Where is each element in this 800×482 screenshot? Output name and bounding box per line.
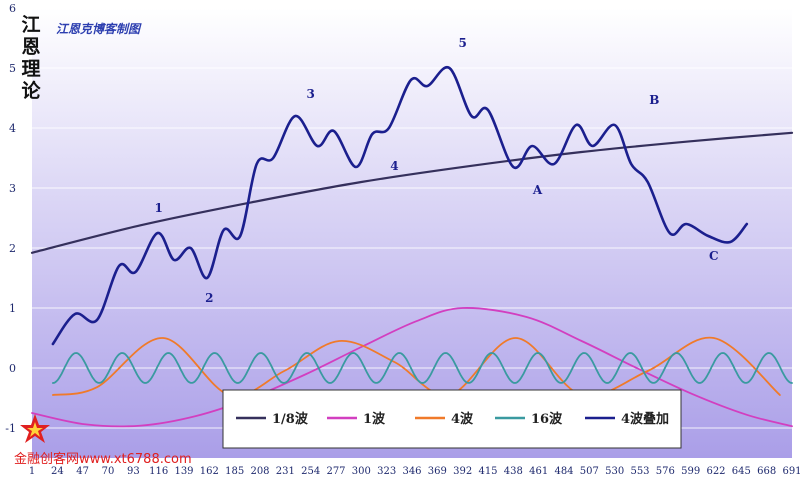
x-tick-label: 116 <box>149 466 168 477</box>
x-tick-label: 645 <box>732 466 751 477</box>
x-tick-label: 208 <box>250 466 269 477</box>
legend-label: 1/8波 <box>272 411 309 427</box>
wave-label: 1 <box>154 201 162 215</box>
legend: 1/8波 1波 4波 16波 4波叠加 <box>222 389 682 449</box>
y-tick-label: 5 <box>9 62 16 75</box>
x-tick-label: 277 <box>326 466 345 477</box>
x-tick-label: 599 <box>681 466 700 477</box>
watermark-text: 金融创客网www.xt6788.com <box>14 452 192 467</box>
x-tick-label: 93 <box>127 466 140 477</box>
wave-label: C <box>709 249 719 263</box>
legend-label: 4波 <box>451 411 474 427</box>
x-tick-label: 70 <box>102 466 115 477</box>
x-tick-label: 438 <box>504 466 523 477</box>
y-tick-label: 2 <box>9 242 16 255</box>
legend-label: 16波 <box>531 411 563 427</box>
x-tick-label: 576 <box>656 466 675 477</box>
series-line <box>31 307 793 428</box>
x-tick-label: 507 <box>580 466 599 477</box>
x-tick-label: 185 <box>225 466 244 477</box>
side-label: 江恩理论 <box>21 14 41 102</box>
chart-title: 江恩克博客制图 <box>56 22 142 36</box>
x-tick-label: 323 <box>377 466 396 477</box>
x-tick-label: 300 <box>352 466 371 477</box>
x-tick-label: 668 <box>757 466 776 477</box>
series-line <box>52 352 793 384</box>
x-tick-label: 231 <box>276 466 295 477</box>
x-tick-label: 346 <box>402 466 421 477</box>
series-line <box>51 65 749 346</box>
x-tick-label: 415 <box>478 466 497 477</box>
y-tick-label: 6 <box>9 2 16 15</box>
x-tick-label: 392 <box>453 466 472 477</box>
x-tick-label: 369 <box>428 466 447 477</box>
x-tick-label: 553 <box>630 466 649 477</box>
wave-label: 3 <box>306 87 314 101</box>
y-tick-label: 1 <box>9 302 16 315</box>
wave-annotations: 1 2 3 4 5 A B C <box>154 36 718 305</box>
x-tick-label: 47 <box>76 466 89 477</box>
wave-label: 2 <box>205 291 213 305</box>
series-line <box>30 131 794 254</box>
legend-label: 1波 <box>363 411 386 427</box>
x-axis-ticks: 1 24 47 70 93 116 139 162 185 208 231 254 277 300 323 3… <box>29 466 800 477</box>
wave-label: B <box>649 93 659 107</box>
legend-label: 4波叠加 <box>621 411 669 427</box>
y-tick-label: 4 <box>9 122 16 135</box>
wave-label: 4 <box>390 159 398 173</box>
x-tick-label: 139 <box>174 466 193 477</box>
series-layer <box>30 65 794 428</box>
x-tick-label: 24 <box>51 466 64 477</box>
star-logo-icon <box>20 414 50 443</box>
x-tick-label: 254 <box>301 466 320 477</box>
legend-items: 1/8波 1波 4波 16波 4波叠加 <box>236 411 669 427</box>
x-tick-label: 461 <box>529 466 548 477</box>
y-axis-ticks: -1 0 1 2 3 4 5 6 <box>5 2 16 435</box>
wave-label: 5 <box>458 36 466 50</box>
x-tick-label: 622 <box>706 466 725 477</box>
series-line <box>52 336 781 397</box>
x-tick-label: 691 <box>782 466 800 477</box>
y-tick-label: 3 <box>9 182 16 195</box>
x-tick-label: 484 <box>554 466 573 477</box>
wave-label: A <box>532 183 543 197</box>
x-tick-label: 162 <box>200 466 219 477</box>
x-tick-label: 530 <box>605 466 624 477</box>
y-tick-label: 0 <box>9 362 16 375</box>
y-tick-label: -1 <box>5 422 16 435</box>
x-tick-label: 1 <box>29 466 35 477</box>
grid-lines <box>32 7 792 429</box>
